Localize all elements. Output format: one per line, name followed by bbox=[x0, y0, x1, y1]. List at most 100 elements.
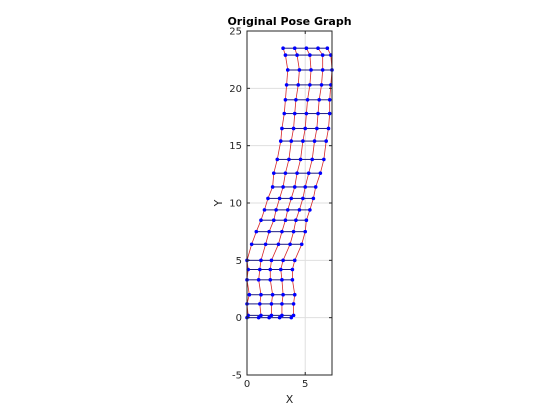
loop-closure-edge bbox=[312, 186, 317, 199]
y-tick-label: 20 bbox=[229, 84, 242, 95]
loop-closure-edge bbox=[292, 279, 296, 295]
loop-closure-edge bbox=[293, 113, 296, 129]
pose-node bbox=[269, 302, 274, 306]
pose-node bbox=[247, 292, 252, 297]
loop-closure-edge bbox=[295, 209, 300, 221]
loop-closure-edge bbox=[276, 141, 282, 160]
loop-closure-edge bbox=[300, 141, 304, 160]
pose-node bbox=[281, 46, 285, 50]
loop-closure-edge bbox=[281, 279, 284, 295]
pose-node bbox=[285, 208, 290, 212]
loop-closure-edge bbox=[264, 198, 269, 210]
y-tick-label: 5 bbox=[236, 256, 242, 267]
loop-closure-edge bbox=[260, 209, 265, 221]
y-tick-label: 10 bbox=[229, 199, 242, 210]
loop-closure-edge bbox=[304, 113, 307, 129]
pose-node bbox=[292, 185, 297, 189]
pose-node bbox=[262, 208, 267, 212]
pose-node bbox=[270, 185, 275, 189]
y-axis-label: Y bbox=[212, 199, 225, 207]
pose-node bbox=[278, 139, 283, 143]
loop-closure-edge bbox=[282, 173, 286, 188]
loop-closure-edge bbox=[285, 159, 290, 174]
pose-node bbox=[280, 313, 284, 318]
pose-node bbox=[324, 139, 328, 143]
pose-node bbox=[283, 98, 288, 102]
pose-node bbox=[278, 267, 283, 272]
loop-closure-edge bbox=[288, 141, 292, 160]
pose-node bbox=[311, 196, 316, 201]
x-tick-label: 5 bbox=[302, 379, 308, 390]
pose-node bbox=[287, 157, 291, 162]
pose-node bbox=[292, 46, 297, 50]
loop-closure-edge bbox=[307, 84, 311, 100]
pose-node bbox=[259, 292, 263, 297]
pose-node bbox=[291, 302, 296, 306]
chart-title: Original Pose Graph bbox=[227, 15, 351, 28]
pose-node bbox=[289, 196, 294, 201]
pose-node bbox=[319, 83, 324, 87]
loop-closure-edge bbox=[290, 128, 294, 142]
pose-node bbox=[283, 53, 288, 57]
loop-closure-edge bbox=[302, 186, 306, 199]
loop-closure-edge bbox=[287, 198, 292, 210]
pose-node bbox=[308, 83, 312, 87]
loop-closure-edge bbox=[311, 141, 315, 160]
loop-closure-edge bbox=[316, 113, 319, 129]
pose-node bbox=[291, 126, 296, 131]
pose-node bbox=[280, 278, 284, 282]
pose-node bbox=[249, 242, 254, 247]
pose-node bbox=[299, 242, 304, 247]
pose-node bbox=[282, 111, 287, 116]
pose-node bbox=[301, 139, 305, 143]
loop-closure-edge bbox=[294, 244, 303, 261]
pose-node bbox=[267, 229, 271, 234]
pose-node bbox=[316, 111, 320, 116]
loop-closure-edge bbox=[251, 231, 257, 245]
loop-closure-edge bbox=[275, 198, 280, 210]
pose-node bbox=[310, 157, 315, 162]
pose-node bbox=[288, 242, 292, 247]
loop-closure-edge bbox=[280, 128, 283, 142]
loop-closure-edge bbox=[265, 231, 270, 245]
pose-node bbox=[283, 171, 288, 175]
pose-node bbox=[312, 139, 317, 143]
loop-closure-edge bbox=[260, 244, 267, 261]
pose-node bbox=[290, 278, 295, 282]
pose-node bbox=[301, 196, 305, 201]
pose-node bbox=[280, 302, 284, 306]
pose-node bbox=[292, 258, 297, 263]
pose-node bbox=[280, 229, 284, 234]
loop-closure-edge bbox=[259, 303, 262, 316]
pose-node bbox=[326, 126, 331, 131]
y-tick-label: 25 bbox=[229, 27, 242, 38]
loop-closure-edge bbox=[305, 99, 308, 114]
loop-closure-edge bbox=[279, 186, 284, 199]
pose-node bbox=[327, 98, 332, 102]
pose-node bbox=[281, 185, 285, 189]
loop-closure-edge bbox=[272, 173, 275, 187]
loop-closure-edge bbox=[309, 69, 312, 85]
loop-closure-edge bbox=[296, 159, 301, 174]
loop-closure-edge bbox=[289, 231, 294, 245]
pose-node bbox=[269, 258, 274, 263]
pose-node bbox=[309, 68, 313, 72]
pose-node bbox=[297, 208, 302, 212]
pose-node bbox=[276, 242, 281, 247]
x-axis-label: X bbox=[286, 393, 294, 406]
loop-closure-edge bbox=[325, 128, 329, 142]
loop-closure-edge bbox=[304, 173, 310, 188]
pose-node bbox=[308, 53, 312, 57]
loop-closure-edge bbox=[286, 69, 289, 85]
pose-node bbox=[281, 292, 285, 297]
loop-closure-edge bbox=[269, 279, 274, 295]
pose-node bbox=[277, 196, 282, 201]
pose-node bbox=[263, 242, 268, 247]
pose-node bbox=[305, 98, 310, 102]
pose-node bbox=[298, 157, 303, 162]
loop-closure-edge bbox=[304, 220, 307, 232]
pose-node bbox=[267, 315, 271, 320]
loop-closure-edge bbox=[308, 159, 313, 174]
pose-node bbox=[256, 278, 261, 282]
